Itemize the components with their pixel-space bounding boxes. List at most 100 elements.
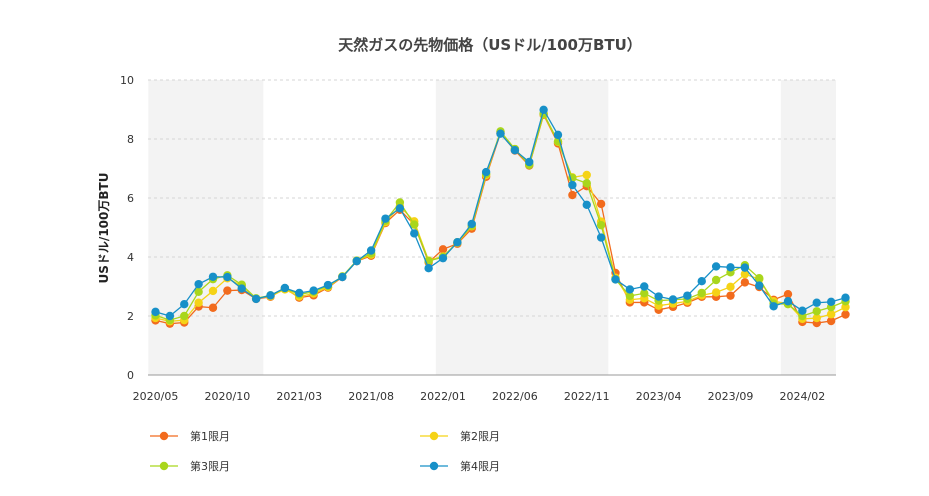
data-point[interactable] [654, 292, 663, 301]
data-point[interactable] [611, 275, 620, 284]
data-point[interactable] [683, 291, 692, 300]
data-point[interactable] [453, 238, 462, 247]
data-point[interactable] [266, 291, 275, 300]
y-tick-label: 8 [127, 133, 134, 146]
data-point[interactable] [640, 282, 649, 291]
data-point[interactable] [438, 245, 448, 254]
data-point[interactable] [165, 311, 175, 321]
data-point[interactable] [596, 233, 606, 242]
data-point[interactable] [352, 256, 361, 266]
data-point[interactable] [783, 297, 793, 306]
data-point[interactable] [395, 204, 405, 213]
data-point[interactable] [697, 276, 706, 286]
data-point[interactable] [338, 272, 347, 282]
data-point[interactable] [194, 279, 203, 289]
data-point[interactable] [640, 289, 649, 298]
data-point[interactable] [726, 263, 735, 272]
data-point[interactable] [366, 246, 376, 255]
data-point[interactable] [510, 146, 520, 155]
legend-marker [159, 431, 169, 441]
data-point[interactable] [208, 272, 218, 281]
data-point[interactable] [582, 170, 591, 180]
data-point[interactable] [826, 297, 836, 307]
legend-label: 第4限月 [460, 459, 500, 473]
legend-marker [159, 461, 169, 471]
data-point[interactable] [783, 289, 793, 299]
data-point[interactable] [841, 293, 850, 302]
data-point[interactable] [151, 307, 160, 317]
data-point[interactable] [769, 302, 778, 311]
data-point[interactable] [194, 287, 203, 297]
data-point[interactable] [812, 313, 821, 323]
data-point[interactable] [395, 198, 405, 207]
data-point[interactable] [726, 282, 735, 291]
x-tick-label: 2020/05 [133, 390, 179, 403]
data-point[interactable] [194, 298, 203, 307]
data-point[interactable] [740, 269, 750, 279]
data-point[interactable] [237, 284, 246, 293]
data-point[interactable] [841, 302, 850, 312]
data-point[interactable] [539, 105, 548, 114]
legend-label: 第3限月 [190, 459, 230, 473]
legend-item-1[interactable]: 第1限月 [150, 429, 230, 443]
data-point[interactable] [812, 298, 821, 307]
data-point[interactable] [826, 310, 836, 319]
data-point[interactable] [812, 307, 821, 316]
data-point[interactable] [596, 220, 606, 230]
x-tick-label: 2021/03 [276, 390, 322, 403]
data-point[interactable] [467, 219, 476, 229]
data-point[interactable] [309, 286, 318, 295]
data-point[interactable] [410, 229, 419, 238]
data-point[interactable] [826, 316, 836, 326]
data-point[interactable] [525, 157, 534, 167]
series-4 [151, 105, 850, 321]
data-point[interactable] [180, 311, 189, 321]
data-point[interactable] [251, 294, 261, 304]
x-tick-label: 2021/08 [348, 390, 394, 403]
data-point[interactable] [410, 220, 419, 229]
data-point[interactable] [208, 286, 218, 296]
data-point[interactable] [625, 285, 635, 294]
data-point[interactable] [381, 214, 390, 223]
data-point[interactable] [625, 291, 635, 301]
data-point[interactable] [726, 291, 735, 300]
data-point[interactable] [711, 262, 721, 271]
data-point[interactable] [280, 283, 290, 293]
data-point[interactable] [553, 130, 563, 140]
data-point[interactable] [223, 272, 232, 282]
year-band-2022 [435, 80, 609, 375]
data-point[interactable] [755, 281, 764, 290]
data-point[interactable] [582, 200, 591, 209]
data-point[interactable] [596, 199, 606, 209]
legend-item-3[interactable]: 第3限月 [150, 459, 230, 473]
data-point[interactable] [697, 288, 706, 298]
data-point[interactable] [740, 263, 750, 272]
legend-item-4[interactable]: 第4限月 [420, 459, 500, 473]
data-point[interactable] [841, 310, 850, 319]
data-point[interactable] [668, 295, 678, 304]
data-point[interactable] [481, 167, 491, 177]
data-point[interactable] [438, 253, 448, 263]
data-point[interactable] [568, 190, 577, 200]
data-point[interactable] [568, 180, 577, 190]
data-point[interactable] [755, 274, 764, 283]
y-axis-label: USドル/100万BTU [97, 173, 111, 284]
data-point[interactable] [323, 280, 333, 290]
data-point[interactable] [711, 288, 721, 297]
data-point[interactable] [295, 288, 304, 298]
y-tick-label: 6 [127, 192, 134, 205]
data-point[interactable] [582, 179, 591, 188]
data-point[interactable] [424, 264, 433, 273]
data-point[interactable] [798, 306, 807, 315]
data-point[interactable] [740, 278, 750, 287]
legend-label: 第2限月 [460, 429, 500, 443]
y-tick-label: 4 [127, 251, 134, 264]
legend-item-2[interactable]: 第2限月 [420, 429, 500, 443]
data-point[interactable] [208, 303, 218, 312]
data-point[interactable] [496, 129, 505, 138]
legend-marker [429, 431, 439, 441]
x-tick-label: 2022/01 [420, 390, 466, 403]
data-point[interactable] [711, 275, 721, 285]
data-point[interactable] [223, 286, 232, 295]
data-point[interactable] [180, 300, 189, 309]
